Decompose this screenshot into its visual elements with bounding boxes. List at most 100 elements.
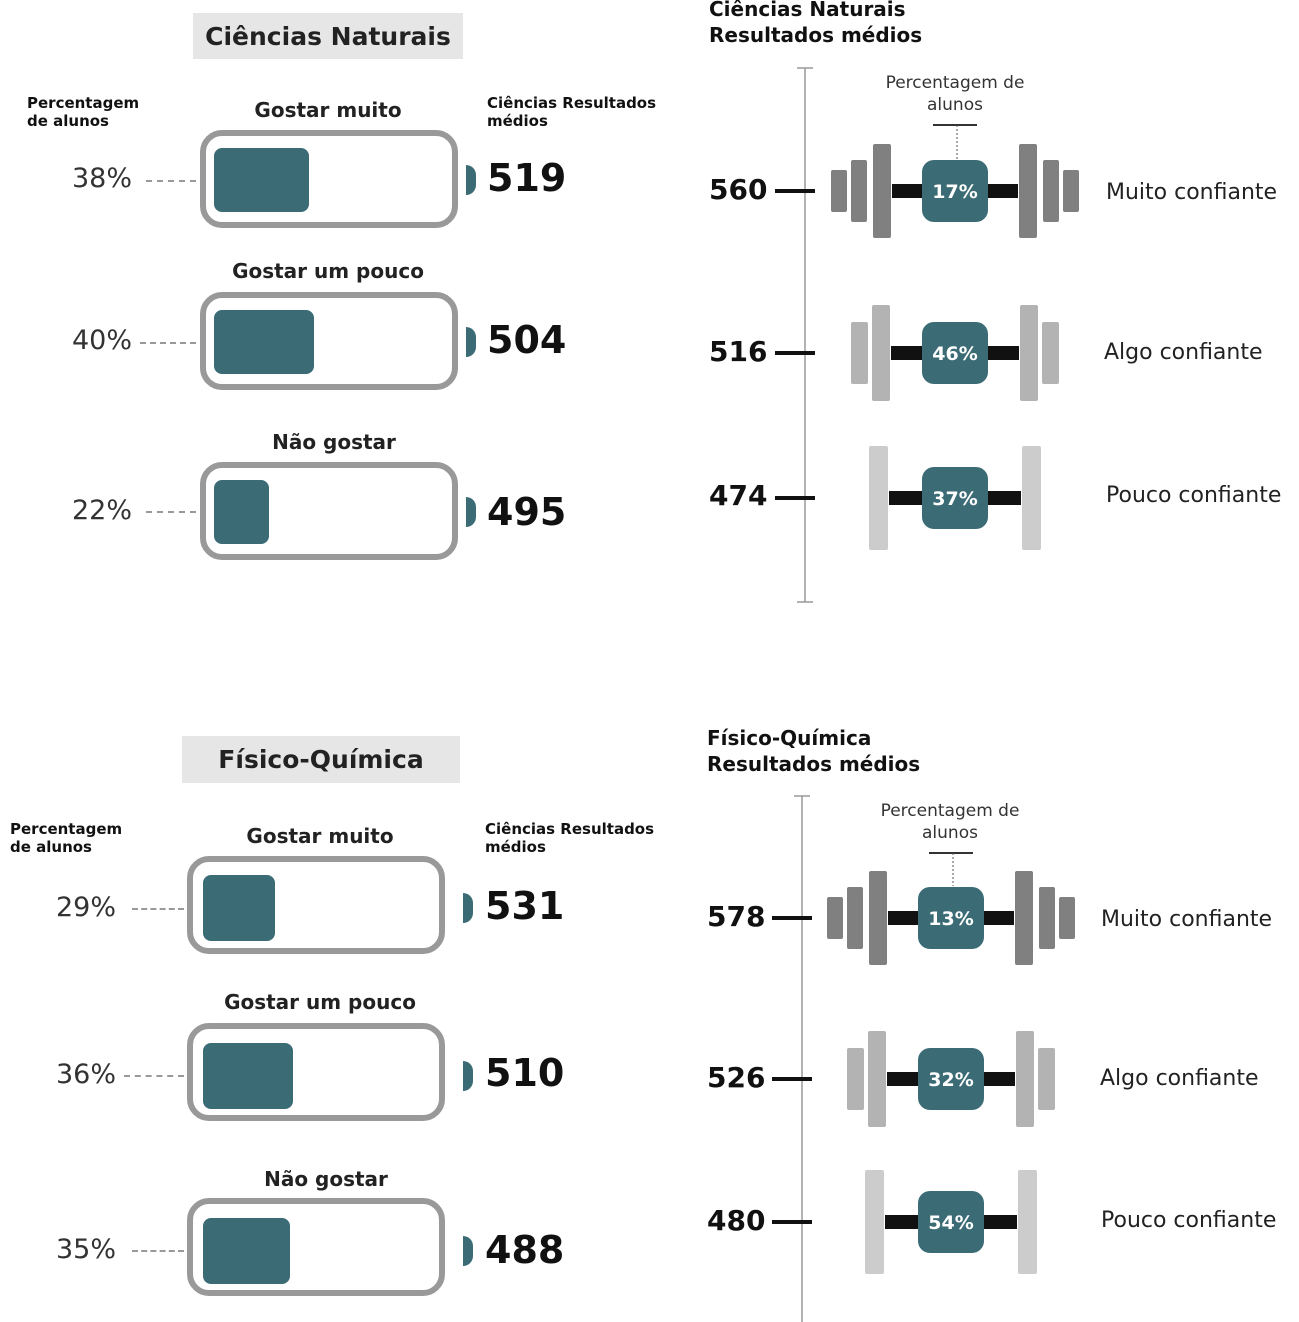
battery-nub (463, 893, 473, 923)
score-header: Ciências Resultados médios (485, 820, 655, 856)
liking-label: Gostar um pouco (232, 259, 424, 283)
battery-fill (203, 1218, 290, 1284)
liking-score: 488 (485, 1228, 565, 1272)
battery-fill (203, 1043, 293, 1109)
leader-line (146, 511, 196, 513)
liking-pct: 29% (56, 892, 117, 923)
pct-header: Percentagem de alunos (27, 94, 140, 130)
dumbbell-plate (1019, 144, 1037, 238)
right-title-line1: Físico-Química (707, 726, 872, 750)
leader-line (132, 1250, 184, 1252)
dumbbell-plate (1018, 1170, 1037, 1274)
liking-label: Não gostar (264, 1167, 388, 1191)
liking-pct: 35% (56, 1234, 117, 1265)
liking-score: 504 (487, 318, 567, 362)
score-header: Ciências Resultados médios (487, 94, 657, 130)
panel-fisico-quimica: Físico-Química Percentagem de alunos Ciê… (0, 661, 1299, 1322)
liking-pct: 22% (72, 495, 133, 526)
dumbbell-plate (1038, 1048, 1055, 1110)
dumbbell-plate (865, 1170, 884, 1274)
dumbbell-plate (827, 897, 843, 939)
dumbbell-plate (869, 871, 887, 965)
liking-label: Gostar um pouco (224, 990, 416, 1014)
dumbbell-plate (1020, 305, 1038, 401)
percentage-pill (918, 1048, 984, 1110)
dumbbell-plate (847, 1048, 864, 1110)
right-title-line1: Ciências Naturais (709, 0, 906, 21)
battery-fill (214, 480, 269, 544)
confidence-score: 578 (707, 900, 766, 933)
percentage-pill (922, 322, 988, 384)
percentage-label: 46% (932, 343, 977, 365)
liking-label: Gostar muito (254, 98, 402, 122)
dumbbell-plate (851, 160, 867, 222)
percentage-label: 17% (932, 181, 977, 203)
liking-score: 510 (485, 1051, 565, 1095)
right-title-line2: Resultados médios (707, 752, 921, 776)
liking-label: Gostar muito (246, 824, 394, 848)
dumbbell-plate (1015, 871, 1033, 965)
liking-pct: 40% (72, 325, 133, 356)
dumbbell-plate (869, 446, 888, 550)
panel-ciencias-naturais: Ciências Naturais Percentagem de alunos … (27, 0, 1282, 603)
dumbbell-plate (872, 305, 890, 401)
dumbbell-plate (1063, 170, 1079, 212)
percentage-label: 32% (928, 1069, 973, 1091)
dumbbell-plate (868, 1031, 886, 1127)
confidence-score: 474 (709, 479, 768, 512)
confidence-label: Algo confiante (1100, 1066, 1259, 1091)
liking-label: Não gostar (272, 430, 396, 454)
leader-line (124, 1075, 184, 1077)
battery-nub (466, 165, 476, 195)
battery-nub (463, 1236, 473, 1266)
battery-frame (200, 292, 458, 390)
confidence-score: 526 (707, 1061, 766, 1094)
percentage-label: 37% (932, 488, 977, 510)
confidence-label: Muito confiante (1106, 180, 1278, 205)
dumbbell-plate (1042, 322, 1059, 384)
confidence-score: 516 (709, 335, 768, 368)
battery-nub (466, 497, 476, 527)
leader-line (132, 908, 184, 910)
dumbbell-chart: 17% 46% 37% (775, 67, 1079, 603)
battery-nub (466, 327, 476, 357)
panel-title: Ciências Naturais (193, 13, 463, 59)
percentage-pill (918, 1191, 984, 1253)
dumbbell-plate (1022, 446, 1041, 550)
liking-pct: 36% (56, 1059, 117, 1090)
pct-note: Percentagem de alunos (880, 801, 1020, 843)
dumbbell-chart: 13% 32% 54% (772, 795, 1075, 1322)
battery-frame (187, 856, 445, 954)
battery-frame (200, 462, 458, 560)
leader-line (140, 342, 196, 344)
liking-score: 519 (487, 156, 567, 200)
confidence-score: 480 (707, 1204, 766, 1237)
confidence-label: Muito confiante (1101, 907, 1273, 932)
dumbbell-plate (831, 170, 847, 212)
battery-frame (187, 1023, 445, 1121)
battery-frame (187, 1198, 445, 1296)
confidence-label: Pouco confiante (1106, 483, 1282, 508)
liking-score: 531 (485, 884, 565, 928)
dumbbell-plate (1043, 160, 1059, 222)
battery-frame (200, 130, 458, 228)
battery-fill (214, 310, 314, 374)
percentage-pill (922, 467, 988, 529)
right-title-line2: Resultados médios (709, 23, 923, 47)
percentage-label: 13% (928, 908, 973, 930)
pct-note: Percentagem de alunos (885, 73, 1025, 115)
battery-fill (214, 148, 309, 212)
confidence-label: Pouco confiante (1101, 1208, 1277, 1233)
percentage-label: 54% (928, 1212, 973, 1234)
dumbbell-plate (1039, 887, 1055, 949)
confidence-score: 560 (709, 173, 768, 206)
percentage-pill (918, 887, 984, 949)
dumbbell-plate (873, 144, 891, 238)
dumbbell-plate (1059, 897, 1075, 939)
dumbbell-plate (851, 322, 868, 384)
pct-header: Percentagem de alunos (10, 820, 123, 856)
confidence-label: Algo confiante (1104, 340, 1263, 365)
percentage-pill (922, 160, 988, 222)
panel-title: Físico-Química (182, 736, 460, 783)
battery-nub (463, 1061, 473, 1091)
